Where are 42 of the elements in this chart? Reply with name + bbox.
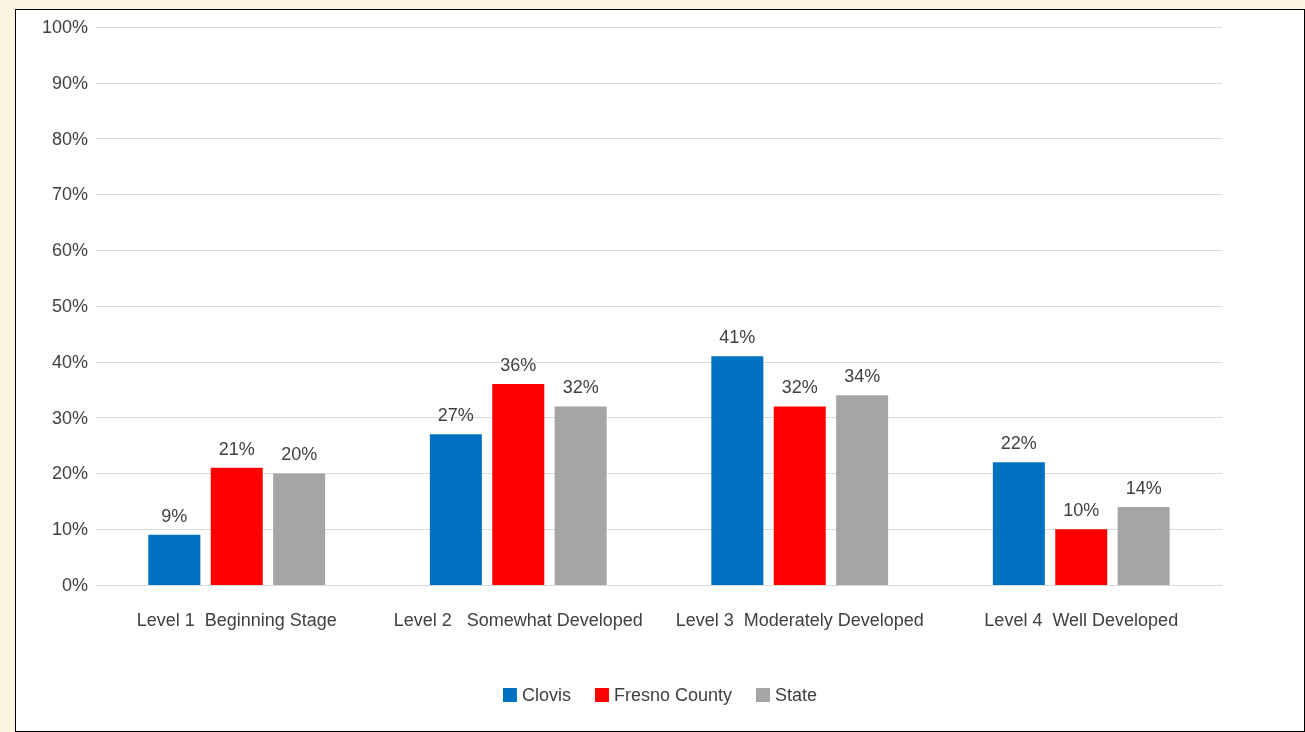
bar xyxy=(492,384,545,585)
data-label: 32% xyxy=(781,377,818,398)
data-label: 32% xyxy=(562,377,599,398)
bar xyxy=(148,534,201,585)
legend-label: Clovis xyxy=(521,685,571,705)
y-tick-label: 20% xyxy=(51,463,88,484)
x-tick-label: Level 4 Well Developed xyxy=(984,609,1179,630)
data-label: 20% xyxy=(281,444,318,465)
y-tick-label: 10% xyxy=(51,519,88,540)
bar xyxy=(273,473,326,585)
legend-label: State xyxy=(775,685,818,705)
data-label: 10% xyxy=(1063,500,1100,521)
y-tick-label: 70% xyxy=(51,184,88,205)
y-tick-label: 60% xyxy=(51,240,88,261)
x-tick-label: Level 2 Somewhat Developed xyxy=(393,609,643,630)
x-tick-label: Level 1 Beginning Stage xyxy=(136,609,337,630)
y-tick-label: 100% xyxy=(41,17,88,37)
data-label: 34% xyxy=(844,366,881,387)
bar xyxy=(992,462,1045,585)
x-tick-label: Level 3 Moderately Developed xyxy=(675,609,924,630)
y-tick-label: 30% xyxy=(51,407,88,428)
data-label: 9% xyxy=(161,505,188,526)
data-label: 36% xyxy=(500,355,537,376)
data-label: 21% xyxy=(218,438,255,459)
y-tick-label: 0% xyxy=(61,575,88,595)
y-tick-label: 40% xyxy=(51,351,88,372)
bar xyxy=(1117,506,1170,585)
bar xyxy=(429,434,482,585)
bar xyxy=(1055,529,1108,585)
data-label: 22% xyxy=(1000,433,1037,454)
bar xyxy=(773,406,826,585)
bar xyxy=(711,356,764,585)
data-label: 27% xyxy=(437,405,474,426)
y-tick-label: 80% xyxy=(51,128,88,149)
bar xyxy=(836,395,889,585)
bar xyxy=(554,406,607,585)
y-tick-label: 90% xyxy=(51,72,88,93)
data-label: 41% xyxy=(719,327,756,348)
data-label: 14% xyxy=(1125,477,1162,498)
y-tick-label: 50% xyxy=(51,296,88,316)
legend-label: Fresno County xyxy=(613,685,733,705)
bar xyxy=(210,467,263,585)
